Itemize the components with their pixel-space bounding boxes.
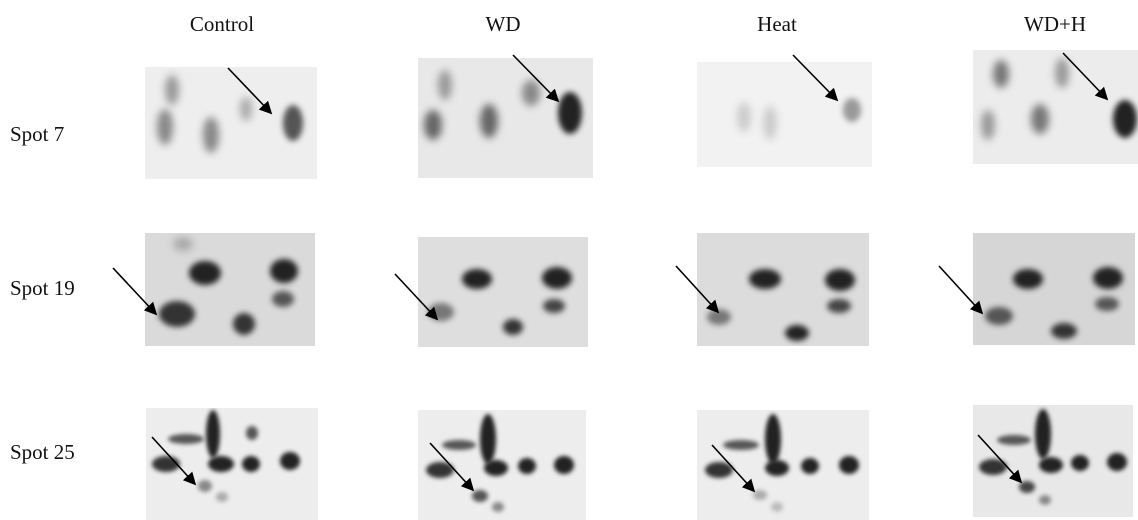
gel-image-spot25-wd-h bbox=[973, 405, 1133, 517]
gel-image-spot19-control bbox=[145, 233, 315, 346]
gel-spot bbox=[1113, 100, 1137, 138]
gel-spot bbox=[438, 70, 452, 100]
gel-spot bbox=[283, 105, 303, 141]
gel-spot bbox=[208, 456, 234, 472]
gel-spot bbox=[159, 301, 195, 327]
gel-spot bbox=[1107, 453, 1127, 471]
gel-spot bbox=[843, 98, 861, 122]
gel-spot bbox=[707, 309, 731, 325]
gel-spot bbox=[518, 458, 536, 474]
gel-spot bbox=[1093, 267, 1123, 289]
gel-spot bbox=[1039, 457, 1063, 473]
gel-spot bbox=[280, 452, 300, 470]
gel-image-spot7-heat bbox=[697, 62, 872, 167]
gel-spot bbox=[522, 80, 540, 106]
gel-spot bbox=[985, 307, 1013, 325]
gel-spot bbox=[168, 434, 204, 444]
gel-image-spot19-wd-h bbox=[973, 233, 1135, 345]
gel-spot bbox=[801, 458, 819, 474]
gel-spot bbox=[426, 462, 454, 478]
gel-image-spot19-wd bbox=[418, 237, 588, 347]
gel-spot bbox=[839, 456, 859, 474]
gel-spot bbox=[749, 269, 781, 289]
gel-spot bbox=[442, 440, 476, 450]
column-header-wd: WD bbox=[485, 12, 521, 36]
gel-spot bbox=[503, 319, 523, 335]
column-header-control: Control bbox=[189, 12, 255, 36]
gel-spot bbox=[206, 410, 220, 458]
gel-spot bbox=[763, 106, 777, 140]
gel-spot bbox=[1013, 269, 1043, 289]
gel-spot bbox=[1095, 297, 1119, 311]
column-header-wd-h: WD+H bbox=[1024, 12, 1086, 36]
gel-spot bbox=[480, 414, 496, 464]
gel-spot bbox=[165, 75, 179, 105]
gel-spot bbox=[1051, 323, 1077, 339]
gel-spot bbox=[737, 102, 751, 132]
gel-spot bbox=[1031, 104, 1049, 134]
gel-image-spot7-control bbox=[145, 67, 317, 179]
gel-spot bbox=[705, 462, 733, 478]
gel-spot bbox=[492, 502, 504, 512]
gel-spot bbox=[558, 92, 582, 134]
gel-spot bbox=[979, 459, 1007, 475]
gel-spot bbox=[554, 456, 574, 474]
gel-spot bbox=[765, 460, 789, 476]
row-label-spot-7: Spot 7 bbox=[10, 122, 65, 146]
gel-spot bbox=[827, 299, 851, 313]
gel-spot bbox=[216, 492, 228, 502]
gel-spot bbox=[771, 502, 783, 512]
gel-image-spot19-heat bbox=[697, 233, 869, 346]
gel-spot bbox=[765, 414, 781, 464]
row-label-spot-19: Spot 19 bbox=[10, 276, 75, 300]
gel-spot bbox=[428, 303, 454, 321]
gel-spot bbox=[1035, 409, 1051, 459]
gel-spot bbox=[203, 117, 219, 153]
gel-spot bbox=[157, 109, 173, 145]
gel-spot bbox=[189, 261, 221, 285]
gel-spot bbox=[240, 97, 252, 121]
gel-spot bbox=[152, 456, 180, 472]
column-header-heat: Heat bbox=[757, 12, 797, 36]
gel-spot bbox=[233, 313, 255, 335]
gel-spot bbox=[723, 440, 759, 450]
gel-spot bbox=[484, 460, 508, 476]
gel-spot bbox=[1055, 58, 1069, 88]
gel-image-spot7-wd-h bbox=[973, 50, 1138, 164]
gel-spot bbox=[993, 60, 1009, 88]
gel-spot bbox=[543, 299, 565, 313]
row-label-spot-25: Spot 25 bbox=[10, 440, 75, 464]
gel-spot bbox=[173, 237, 193, 251]
gel-spot bbox=[270, 259, 298, 283]
gel-spot bbox=[981, 110, 995, 140]
gel-spot bbox=[785, 325, 809, 341]
gel-spot bbox=[242, 456, 260, 472]
gel-spot bbox=[1019, 481, 1035, 493]
gel-image-spot25-heat bbox=[697, 410, 869, 520]
gel-spot bbox=[997, 435, 1031, 445]
gel-spot bbox=[198, 480, 212, 492]
gel-spot bbox=[753, 490, 767, 500]
gel-spot bbox=[462, 269, 492, 289]
gel-spot bbox=[542, 267, 572, 289]
gel-spot bbox=[480, 104, 498, 138]
gel-spot bbox=[424, 110, 442, 140]
gel-spot bbox=[272, 291, 294, 307]
gel-spot bbox=[1039, 495, 1051, 505]
gel-spot bbox=[825, 269, 855, 291]
gel-image-spot25-wd bbox=[418, 410, 586, 520]
gel-spot bbox=[472, 490, 488, 502]
gel-spot bbox=[1071, 455, 1089, 471]
gel-image-spot25-control bbox=[146, 408, 318, 520]
gel-image-spot7-wd bbox=[418, 58, 593, 178]
gel-spot bbox=[246, 426, 258, 440]
